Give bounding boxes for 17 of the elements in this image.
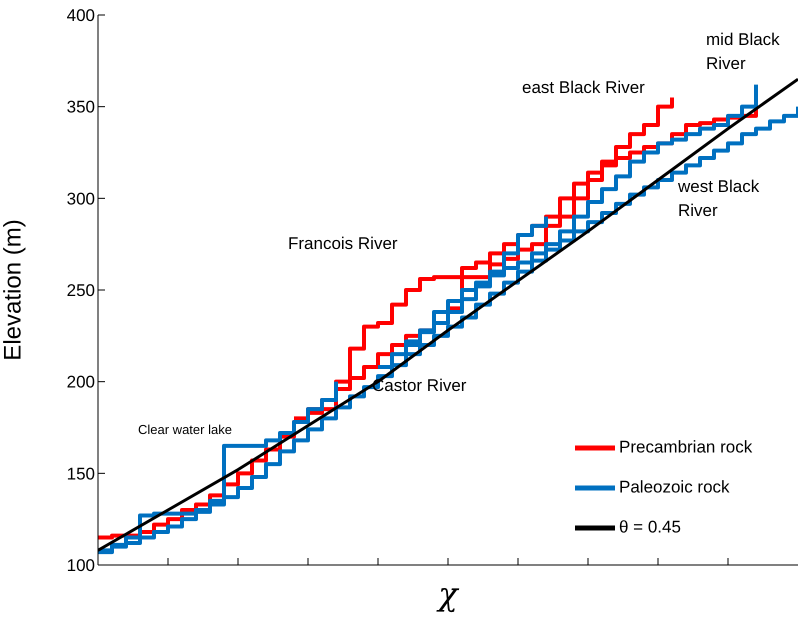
annotation: east Black River [522, 77, 645, 99]
y-tick-label: 100 [66, 556, 95, 576]
annotation: mid Black River [706, 29, 780, 75]
annotation: Francois River [288, 233, 398, 255]
x-axis-title: χ [436, 575, 460, 613]
annotation: west Black River [678, 176, 760, 222]
y-tick-label: 400 [66, 6, 95, 26]
legend-label: Precambrian rock [619, 437, 752, 456]
y-tick-label: 250 [66, 281, 95, 300]
legend-label: θ = 0.45 [619, 517, 681, 536]
y-axis-title: Elevation (m) [0, 219, 27, 361]
y-tick-label: 300 [66, 189, 95, 208]
annotation: Clear water lake [138, 421, 232, 439]
y-tick-label: 200 [66, 372, 95, 392]
legend-label: Paleozoic rock [619, 477, 730, 496]
y-tick-label: 350 [66, 98, 95, 117]
y-tick-label: 150 [66, 464, 95, 484]
